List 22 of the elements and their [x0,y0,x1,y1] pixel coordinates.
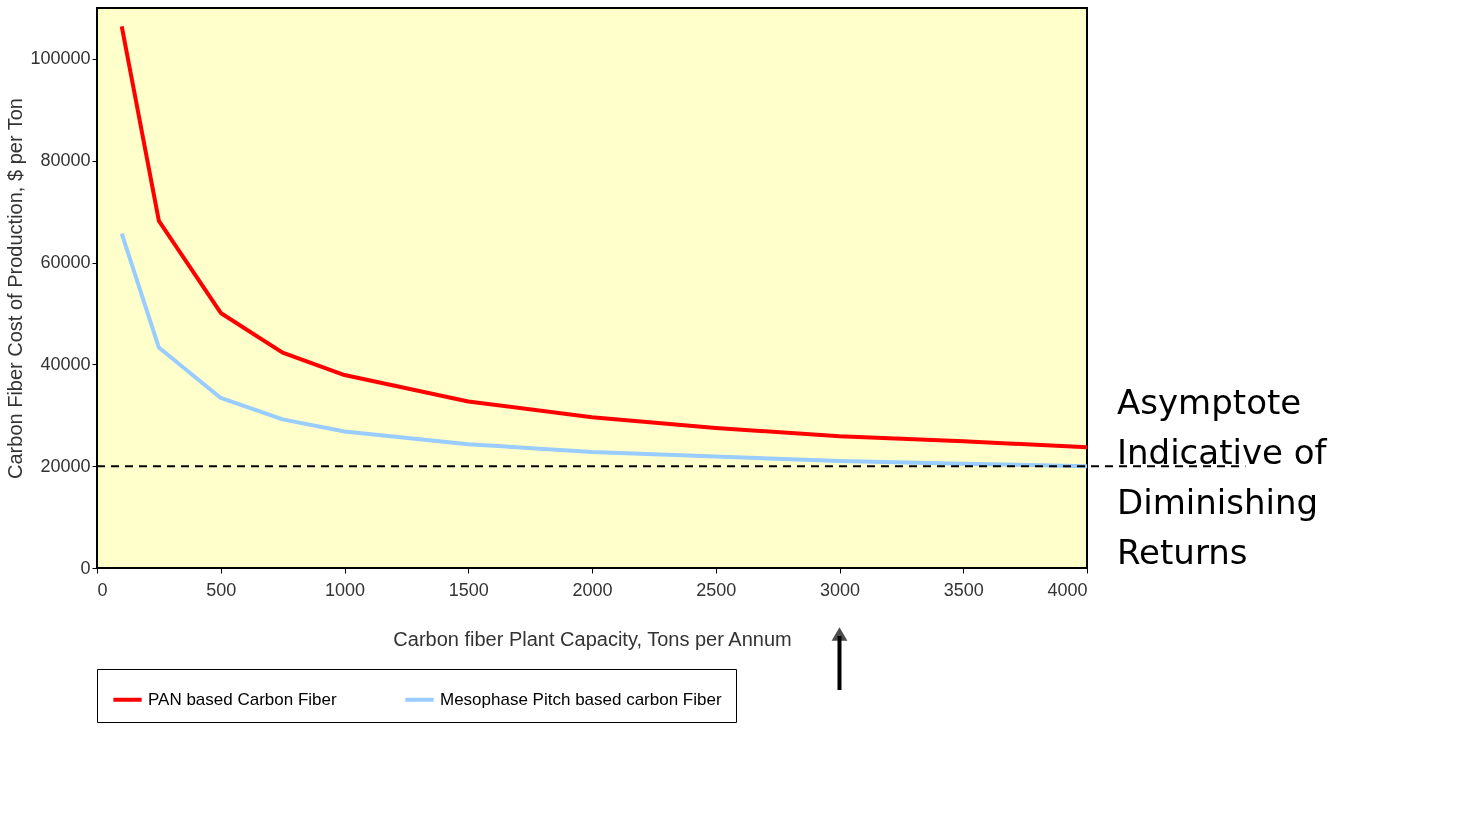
x-tick-label: 1000 [324,579,366,600]
y-tick-label: 100000 [30,48,91,69]
line-series [119,24,1089,450]
x-tick-label: 4000 [1047,579,1088,600]
y-tick-label: 20000 [40,455,91,476]
x-tick-label: 3500 [943,579,984,600]
y-tick-label: 60000 [40,252,91,273]
line-series [119,231,1089,469]
y-tick-label: 80000 [40,150,91,171]
y-tick-label: 40000 [40,353,91,374]
x-tick-label: 1500 [448,579,489,600]
y-axis-title: Carbon Fiber Cost of Production, $ per Ton [4,98,27,479]
y-tick-label: 0 [80,557,91,578]
x-tick-label: 500 [206,579,237,600]
legend-label: PAN based Carbon Fiber [148,689,338,709]
x-tick-label: 3000 [819,579,861,600]
legend-label: Mesophase Pitch based carbon Fiber [440,689,722,709]
x-axis-title: Carbon fiber Plant Capacity, Tons per Annum [393,627,792,650]
x-tick-label: 0 [97,579,108,600]
x-tick-label: 2500 [696,579,737,600]
x-tick-label: 2000 [572,579,613,600]
ref-line-label: Asymptote Indicative of Diminishing Returns [1117,382,1328,573]
